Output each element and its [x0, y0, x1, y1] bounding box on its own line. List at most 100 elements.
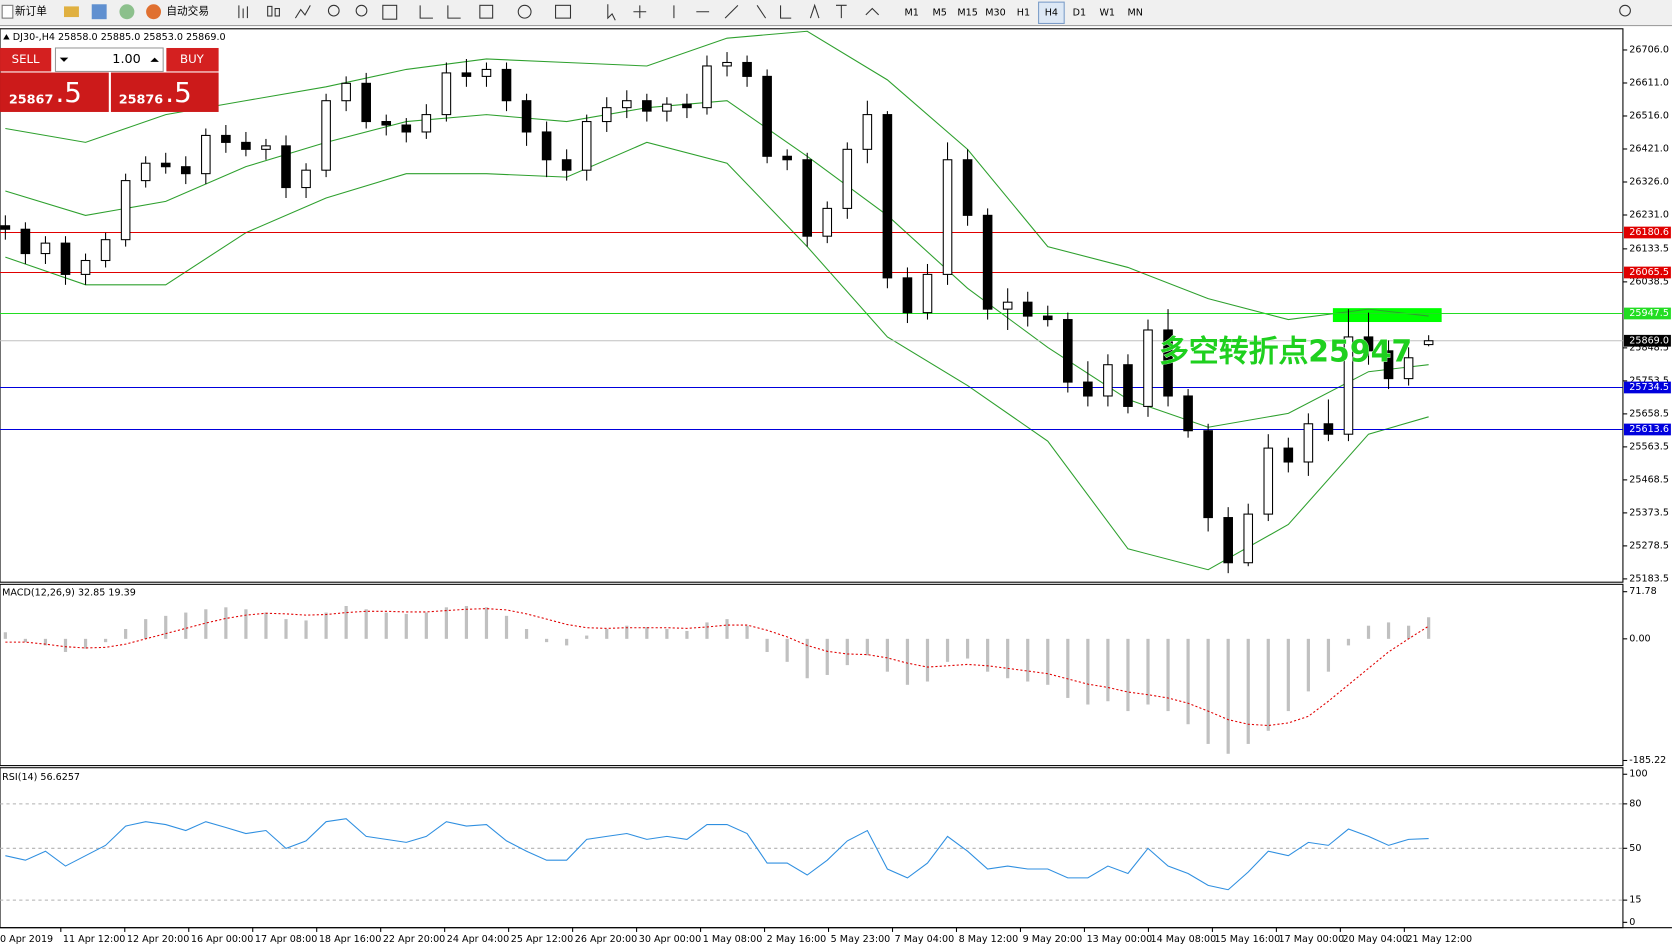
marker-box [1332, 308, 1442, 323]
sell-price-box[interactable] [0, 72, 109, 112]
icon[interactable] [479, 4, 494, 19]
candle-body [561, 159, 572, 171]
icon[interactable] [274, 7, 280, 17]
candle-body [1423, 340, 1434, 346]
icon[interactable] [294, 5, 311, 19]
y-tick-label: -185.22 [1629, 755, 1666, 766]
buy-label[interactable]: BUY [180, 52, 205, 66]
buy-pips[interactable]: .5 [165, 76, 191, 109]
candle-body [722, 61, 732, 67]
icon[interactable] [555, 4, 572, 19]
buy-button[interactable] [166, 47, 219, 72]
timeframes: M1 M5 M15 M30 H1 H4 D1 W1 MN [905, 1, 1143, 24]
tool-icons[interactable] [238, 3, 1631, 21]
level-label: 25613.6 [1629, 424, 1669, 435]
macd-bar [504, 615, 509, 639]
candle-body [461, 72, 472, 77]
candle-body [180, 166, 191, 175]
icon[interactable] [119, 4, 135, 20]
buy-price-box[interactable] [110, 72, 219, 112]
timeframe[interactable]: MN [1127, 7, 1142, 18]
time-label: 26 Apr 20:00 [575, 934, 637, 945]
macd-bar [304, 620, 308, 639]
search-icon[interactable] [1619, 4, 1631, 17]
icon[interactable] [238, 5, 248, 19]
lot-down[interactable] [59, 57, 69, 62]
lot-value[interactable]: 1.00 [112, 52, 140, 67]
new-order[interactable]: 新订单 [15, 5, 47, 18]
timeframe[interactable]: M1 [905, 7, 919, 18]
candle-body [662, 103, 672, 112]
macd-bar [1086, 638, 1090, 705]
level-tag [1623, 226, 1671, 239]
timeframe[interactable]: D1 [1073, 7, 1086, 18]
sell-price[interactable]: 25867 [9, 93, 53, 108]
y-tick-label: 26516.0 [1629, 110, 1669, 121]
icon[interactable] [809, 3, 880, 19]
icon[interactable] [607, 4, 792, 21]
candle-body [261, 145, 271, 150]
macd-signal [5, 608, 1429, 727]
icon[interactable] [382, 4, 398, 20]
sell-pips[interactable]: .5 [55, 76, 81, 109]
icon[interactable] [419, 5, 461, 19]
macd-pane [0, 583, 1624, 767]
y-tick-label: 26326.0 [1629, 176, 1669, 187]
icon[interactable] [355, 4, 368, 17]
lot-input[interactable] [54, 47, 164, 72]
timeframe[interactable]: M15 [957, 7, 977, 18]
icon[interactable] [91, 4, 107, 20]
time-label: 30 Apr 00:00 [639, 934, 701, 945]
timeframe[interactable]: H4 [1045, 7, 1058, 18]
icon[interactable] [327, 4, 340, 17]
candle-body [902, 277, 913, 314]
auto-trading-icon[interactable] [146, 4, 162, 20]
sell-button[interactable] [0, 47, 52, 72]
candle-body [40, 242, 51, 255]
candle-body [140, 162, 151, 182]
buy-price[interactable]: 25876 [119, 93, 164, 108]
active-timeframe [1038, 1, 1065, 24]
candle-body [201, 134, 211, 175]
y-tick-label: 0 [1629, 917, 1635, 928]
panes [0, 28, 1672, 929]
macd-bar [545, 638, 549, 643]
macd-bar [665, 628, 669, 639]
lot-up[interactable] [150, 57, 159, 62]
time-label: 2 May 16:00 [767, 934, 827, 945]
icon[interactable] [64, 6, 79, 18]
time-label: 5 May 23:00 [831, 934, 891, 945]
timeframe[interactable]: H1 [1017, 7, 1030, 18]
y-tick-label: 26133.5 [1629, 243, 1669, 254]
candle-body [100, 239, 111, 262]
macd-bar [244, 609, 248, 639]
timeframe[interactable]: M30 [985, 7, 1005, 18]
trade-panel: SELL 1.00 BUY 25867 .5 25876 .5 [0, 47, 219, 112]
icon[interactable] [267, 5, 273, 17]
macd-bar [124, 628, 128, 639]
candle-body [682, 103, 692, 109]
candle-body [862, 114, 873, 150]
timeframe[interactable]: M5 [932, 7, 946, 18]
candle-body [1042, 315, 1053, 321]
level-label: 25734.5 [1629, 382, 1669, 393]
y-tick-label: 25658.5 [1629, 408, 1669, 419]
sell-label[interactable]: SELL [12, 52, 40, 66]
macd-bar [384, 612, 388, 639]
level-tag [1623, 423, 1671, 436]
candle-body [882, 114, 893, 279]
y-tick-label: 25278.5 [1629, 540, 1669, 551]
candle-body [1363, 336, 1374, 352]
auto-trading[interactable]: 自动交易 [166, 5, 209, 18]
macd-bar [144, 619, 148, 639]
time-label: 17 Apr 08:00 [255, 934, 317, 945]
macd-bar [1026, 638, 1030, 682]
y-tick-label: 25848.5 [1629, 342, 1669, 353]
annotation: 多空转折点25947 [1159, 334, 1412, 369]
time-label: 0 Apr 2019 [0, 934, 53, 945]
timeframe[interactable]: W1 [1099, 7, 1115, 18]
icon[interactable] [517, 4, 532, 19]
level-label: 26180.6 [1629, 227, 1669, 238]
new-order-icon[interactable] [1, 4, 14, 19]
